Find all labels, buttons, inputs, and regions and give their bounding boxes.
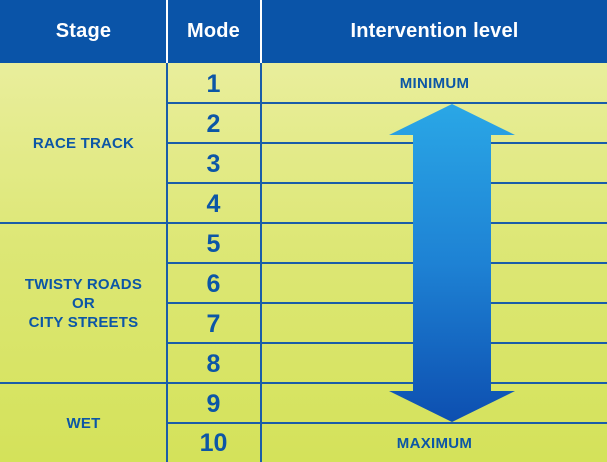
mode-number: 3 (206, 149, 221, 178)
table-header: Stage Mode Intervention level (0, 0, 607, 63)
row-divider (166, 142, 607, 144)
mode-number: 8 (206, 349, 221, 378)
row-divider (166, 182, 607, 184)
mode-number: 9 (206, 389, 221, 418)
intervention-min-label: MINIMUM (399, 75, 470, 92)
stage-label-line: CITY STREETS (28, 314, 139, 331)
stage-label-line: RACE TRACK (32, 135, 135, 152)
row-divider (166, 422, 607, 424)
header-intervention-level: Intervention level (350, 20, 519, 42)
row-divider (166, 262, 607, 264)
mode-number: 4 (206, 189, 221, 218)
row-divider (166, 342, 607, 344)
stage-label-line: WET (66, 415, 101, 432)
double-arrow-icon (389, 104, 515, 422)
header-stage: Stage (55, 20, 112, 42)
stage-divider (0, 382, 607, 384)
stage-label-race-track: RACE TRACK (0, 134, 167, 153)
mode-number: 5 (206, 229, 221, 258)
mode-number: 2 (206, 109, 221, 138)
mode-number: 10 (199, 428, 228, 457)
mode-number: 6 (206, 269, 221, 298)
stage-label-wet: WET (0, 414, 167, 433)
stage-label-line: TWISTY ROADS (24, 276, 143, 293)
header-divider (166, 0, 168, 63)
header-divider (260, 0, 262, 63)
row-divider (166, 302, 607, 304)
mode-number: 7 (206, 309, 221, 338)
stage-divider (0, 222, 607, 224)
row-divider (166, 102, 607, 104)
intervention-max-label: MAXIMUM (396, 435, 473, 452)
mode-number: 1 (206, 69, 221, 98)
stage-label-twisty-roads: TWISTY ROADS OR CITY STREETS (0, 275, 167, 332)
stage-label-line: OR (72, 295, 95, 312)
header-mode: Mode (186, 20, 241, 42)
